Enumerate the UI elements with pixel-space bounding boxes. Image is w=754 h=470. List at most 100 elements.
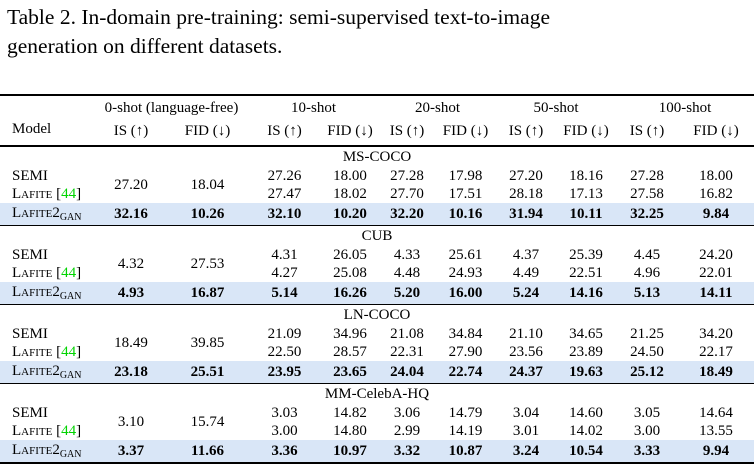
value-cell: 21.08 bbox=[390, 325, 424, 342]
table-row-semi: SEMI 18.49 39.85 21.09 34.96 21.08 34.84… bbox=[0, 325, 754, 351]
value-cell: 14.19 bbox=[448, 422, 483, 439]
model-label-lafite: Lafite [44] bbox=[0, 185, 95, 203]
model-subscript: GAN bbox=[59, 291, 82, 302]
value-cell: 18.49 bbox=[114, 334, 148, 351]
metric-header-row: Model IS (↑) FID (↓) IS (↑) FID (↓) IS (… bbox=[0, 117, 754, 147]
value-cell: 11.66 bbox=[167, 440, 248, 464]
value-cell: 14.80 bbox=[333, 422, 367, 439]
table-row-semi: SEMI 27.20 18.04 27.26 18.00 27.28 17.98… bbox=[0, 167, 754, 193]
fid-column-header: FID (↓) bbox=[435, 117, 496, 147]
value-cell: 18.00 bbox=[333, 167, 367, 184]
value-cell: 5.20 bbox=[379, 282, 435, 305]
value-cell: 21.09 bbox=[267, 325, 302, 342]
value-cell: 4.48 bbox=[393, 264, 421, 281]
value-cell: 18.04 bbox=[190, 176, 225, 193]
value-cell: 27.47 bbox=[267, 185, 302, 202]
value-cell: 15.74 bbox=[190, 413, 225, 430]
value-cell: 14.60 bbox=[569, 404, 603, 421]
model-label-lafite2: Lafite2GAN bbox=[0, 440, 95, 464]
value-cell: 3.33 bbox=[616, 440, 678, 464]
value-cell: 4.32 bbox=[117, 255, 145, 272]
value-cell: 24.20 bbox=[699, 246, 733, 263]
group-header-10shot: 10-shot bbox=[291, 100, 336, 116]
value-cell: 9.84 bbox=[678, 203, 754, 226]
caption-line-1: Table 2. In-domain pre-training: semi-su… bbox=[7, 5, 550, 29]
dataset-header-row: MM-CelebA-HQ bbox=[0, 384, 754, 405]
table-header: 0-shot (language-free) 10-shot 20-shot 5… bbox=[0, 95, 754, 147]
value-cell: 5.13 bbox=[616, 282, 678, 305]
is-column-header: IS (↑) bbox=[379, 117, 435, 147]
value-cell: 25.61 bbox=[448, 246, 483, 263]
value-cell: 3.00 bbox=[633, 422, 661, 439]
value-cell: 3.04 bbox=[512, 404, 540, 421]
group-header-20shot: 20-shot bbox=[415, 100, 460, 116]
model-label-lafite2: Lafite2GAN bbox=[0, 203, 95, 226]
value-cell: 14.64 bbox=[699, 404, 733, 421]
is-column-header: IS (↑) bbox=[248, 117, 321, 147]
value-cell: 24.93 bbox=[448, 264, 483, 281]
highlighted-row-lafite2: Lafite2GAN 4.93 16.87 5.14 16.26 5.20 16… bbox=[0, 282, 754, 305]
citation-bracket: [ bbox=[56, 343, 62, 360]
value-cell: 16.82 bbox=[699, 185, 733, 202]
model-label-lafite: Lafite [44] bbox=[0, 343, 95, 361]
is-column-header: IS (↑) bbox=[95, 117, 167, 147]
value-cell: 10.26 bbox=[167, 203, 248, 226]
model-name: Lafite2 bbox=[12, 284, 60, 300]
table-row-lafite: Lafite [44] 4.27 25.08 4.48 24.93 4.49 2… bbox=[0, 264, 754, 282]
citation: [44] bbox=[56, 186, 81, 202]
model-label-lafite2: Lafite2GAN bbox=[0, 282, 95, 305]
value-cell: 22.51 bbox=[569, 264, 603, 281]
citation-bracket: [ bbox=[56, 264, 62, 281]
dataset-header-row: MS-COCO bbox=[0, 146, 754, 167]
fid-column-header: FID (↓) bbox=[321, 117, 379, 147]
model-label-lafite2: Lafite2GAN bbox=[0, 361, 95, 384]
value-cell: 22.31 bbox=[390, 343, 424, 360]
citation-number: 44 bbox=[61, 422, 77, 439]
value-cell: 3.06 bbox=[393, 404, 421, 421]
value-cell: 23.56 bbox=[509, 343, 543, 360]
value-cell: 24.37 bbox=[496, 361, 556, 384]
value-cell: 32.20 bbox=[379, 203, 435, 226]
value-cell: 21.10 bbox=[509, 325, 543, 342]
value-cell: 22.74 bbox=[435, 361, 496, 384]
group-header-0shot: 0-shot (language-free) bbox=[104, 100, 239, 116]
citation-bracket: ] bbox=[76, 343, 82, 360]
citation: [44] bbox=[56, 423, 81, 439]
citation-bracket: [ bbox=[56, 185, 62, 202]
value-cell: 18.49 bbox=[678, 361, 754, 384]
value-cell: 17.13 bbox=[569, 185, 603, 202]
value-cell: 26.05 bbox=[333, 246, 367, 263]
citation: [44] bbox=[56, 344, 81, 360]
citation-bracket: ] bbox=[76, 264, 82, 281]
value-cell: 27.90 bbox=[448, 343, 483, 360]
is-column-header: IS (↑) bbox=[496, 117, 556, 147]
model-label-semi: SEMI bbox=[12, 325, 48, 342]
citation-number: 44 bbox=[61, 264, 77, 281]
value-cell: 27.53 bbox=[190, 255, 225, 272]
model-name: Lafite bbox=[12, 422, 53, 439]
value-cell: 18.16 bbox=[569, 167, 603, 184]
is-column-header: IS (↑) bbox=[616, 117, 678, 147]
value-cell: 10.16 bbox=[435, 203, 496, 226]
value-cell: 34.84 bbox=[448, 325, 483, 342]
highlighted-row-lafite2: Lafite2GAN 23.18 25.51 23.95 23.65 24.04… bbox=[0, 361, 754, 384]
fid-column-header: FID (↓) bbox=[556, 117, 616, 147]
value-cell: 14.11 bbox=[678, 282, 754, 305]
table-row-lafite: Lafite [44] 3.00 14.80 2.99 14.19 3.01 1… bbox=[0, 422, 754, 440]
value-cell: 28.57 bbox=[333, 343, 367, 360]
model-subscript: GAN bbox=[59, 212, 82, 223]
model-name: Lafite2 bbox=[12, 442, 60, 458]
value-cell: 18.02 bbox=[333, 185, 367, 202]
value-cell: 4.31 bbox=[271, 246, 298, 263]
value-cell: 14.16 bbox=[556, 282, 616, 305]
value-cell: 39.85 bbox=[190, 334, 225, 351]
value-cell: 2.99 bbox=[393, 422, 421, 439]
table-caption: Table 2. In-domain pre-training: semi-su… bbox=[0, 0, 754, 61]
dataset-name: CUB bbox=[361, 227, 393, 244]
model-name: Lafite bbox=[12, 343, 53, 360]
model-name: Lafite2 bbox=[12, 363, 60, 379]
value-cell: 4.37 bbox=[512, 246, 540, 263]
group-header-50shot: 50-shot bbox=[533, 100, 579, 116]
value-cell: 25.12 bbox=[616, 361, 678, 384]
